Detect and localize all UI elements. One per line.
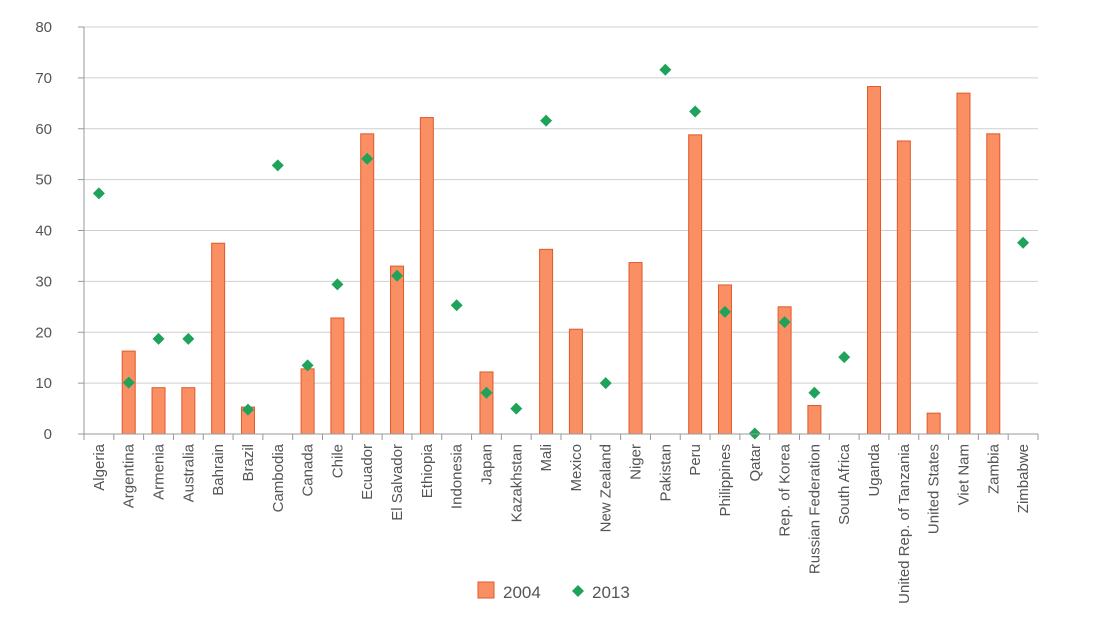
bar-2004-canada (300, 368, 315, 435)
legend-2013-swatch (572, 585, 584, 597)
bar-2004-chile (330, 317, 345, 435)
bar-2004-armenia (151, 387, 166, 435)
bar-2004-united-rep-of-tanzania (896, 140, 911, 435)
y-axis-ticks: 0 10 20 30 40 50 60 70 80 (35, 19, 84, 443)
bar-2004-bahrain (211, 242, 226, 435)
x-tick-label: Australia (180, 443, 197, 502)
x-tick-label: Chile (329, 444, 346, 478)
y-tick-label: 40 (35, 223, 52, 240)
x-tick-label: Mali (538, 444, 555, 472)
y-tick-label: 50 (35, 172, 52, 189)
bar-2004-peru (688, 134, 703, 435)
y-tick-label: 20 (35, 324, 52, 341)
bar-2004-niger (628, 262, 643, 435)
marker-2013-brazil (241, 403, 254, 416)
bar-2004-ethiopia (419, 117, 434, 435)
x-tick-label: Algeria (91, 443, 108, 490)
marker-2013-kazakhstan (510, 402, 523, 415)
bar-2004-viet-nam (956, 92, 971, 435)
x-tick-label: Zambia (985, 443, 1002, 494)
bar-2004-russian-federation (807, 405, 822, 435)
bar-2004-united-states (926, 412, 941, 435)
marker-2013-new-zealand (599, 377, 612, 390)
x-axis-ticks: Algeria Argentina Armenia Australia Bahrain B… (83, 434, 1039, 604)
x-tick-label: South Africa (836, 443, 853, 525)
bar-2004-zambia (986, 133, 1001, 435)
marker-2013-zimbabwe (1017, 236, 1030, 249)
gridlines (84, 26, 1038, 384)
x-tick-label: Qatar (747, 444, 764, 482)
marker-2013-australia (182, 332, 195, 345)
x-tick-label: Bahrain (210, 444, 227, 496)
marker-2013-algeria (92, 187, 105, 200)
x-tick-label: Rep. of Korea (777, 443, 794, 536)
x-tick-label: Ethiopia (419, 443, 436, 498)
x-tick-label: Russian Federation (806, 444, 823, 574)
marker-2013-japan (480, 386, 493, 399)
legend-2004-label: 2004 (503, 583, 541, 602)
y-tick-label: 0 (44, 426, 52, 443)
series-2013-markers (92, 63, 1030, 440)
marker-2013-argentina (122, 376, 135, 389)
x-tick-label: Ecuador (359, 444, 376, 500)
bar-2004-japan (479, 371, 494, 435)
marker-2013-mali (540, 114, 553, 127)
marker-2013-pakistan (659, 63, 672, 76)
bar-2004-australia (181, 387, 196, 435)
x-tick-label: Cambodia (270, 443, 287, 512)
bar-2004-mexico (568, 328, 583, 435)
x-tick-label: El Salvador (389, 444, 406, 521)
legend-2004-swatch (477, 581, 495, 599)
x-tick-label: United Rep. of Tanzania (896, 443, 913, 603)
y-tick-label: 60 (35, 121, 52, 138)
x-tick-label: Niger (628, 444, 645, 480)
x-tick-label: Argentina (121, 443, 138, 508)
marker-2013-ecuador (361, 152, 374, 165)
y-tick-label: 70 (35, 70, 52, 87)
x-tick-label: Philippines (717, 444, 734, 517)
marker-2013-rep-of-korea (778, 316, 791, 329)
x-tick-label: Mexico (568, 444, 585, 492)
y-tick-label: 30 (35, 273, 52, 290)
marker-2013-russian-federation (808, 386, 821, 399)
series-2004-bars (121, 86, 1001, 435)
marker-2013-philippines (718, 305, 731, 318)
x-tick-label: Viet Nam (955, 444, 972, 505)
x-tick-label: Pakistan (657, 444, 674, 502)
marker-2013-peru (689, 105, 702, 118)
x-tick-label: Canada (300, 443, 317, 496)
marker-2013-indonesia (450, 299, 463, 312)
bar-2004-ecuador (360, 133, 375, 435)
x-tick-label: Uganda (866, 443, 883, 496)
y-tick-label: 10 (35, 375, 52, 392)
marker-2013-el-salvador (391, 269, 404, 282)
marker-2013-armenia (152, 332, 165, 345)
marker-2013-cambodia (271, 159, 284, 172)
x-tick-label: Armenia (151, 443, 168, 500)
marker-2013-chile (331, 278, 344, 291)
y-tick-label: 80 (35, 19, 52, 36)
bar-2004-uganda (867, 86, 882, 435)
x-tick-label: Zimbabwe (1015, 444, 1032, 513)
bar-2004-el-salvador (390, 265, 405, 435)
bar-2004-mali (539, 248, 554, 435)
x-tick-label: New Zealand (598, 444, 615, 532)
x-tick-label: Japan (478, 444, 495, 485)
legend: 2004 2013 (477, 581, 630, 602)
x-tick-label: Kazakhstan (508, 444, 525, 522)
marker-2013-qatar (748, 427, 761, 440)
x-tick-label: United States (926, 444, 943, 534)
marker-2013-south-africa (838, 351, 851, 364)
x-tick-label: Peru (687, 444, 704, 476)
x-tick-label: Brazil (240, 444, 257, 482)
bar-2004-argentina (121, 350, 136, 435)
marker-2013-canada (301, 359, 314, 372)
legend-2013-label: 2013 (592, 583, 630, 602)
x-tick-label: Indonesia (449, 443, 466, 509)
